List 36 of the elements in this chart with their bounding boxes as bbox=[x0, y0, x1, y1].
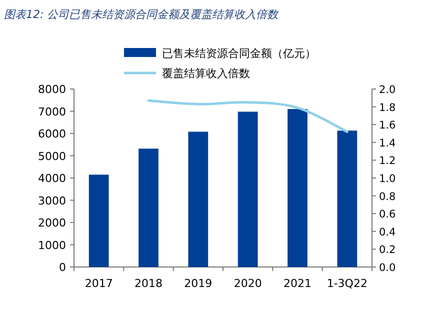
x-tick-label: 1-3Q22 bbox=[326, 277, 368, 290]
y2-tick-label: 1.2 bbox=[379, 155, 396, 168]
y2-tick-label: 1.0 bbox=[379, 173, 396, 185]
x-tick-label: 2021 bbox=[284, 277, 312, 290]
bar bbox=[288, 109, 308, 267]
y-tick-label: 4000 bbox=[38, 172, 66, 185]
y-tick-label: 3000 bbox=[38, 194, 66, 208]
y-tick-label: 5000 bbox=[38, 150, 66, 163]
x-tick-label: 2017 bbox=[84, 277, 113, 290]
bar bbox=[188, 132, 208, 267]
y2-tick-label: 1.4 bbox=[379, 137, 396, 150]
y-tick-label: 7000 bbox=[38, 105, 66, 118]
chart-title: 图表12: 公司已售未结资源合同金额及覆盖结算收入倍数 bbox=[4, 8, 280, 21]
bar bbox=[138, 148, 158, 267]
y2-tick-label: 2.0 bbox=[379, 84, 396, 96]
legend-label: 已售未结资源合同金额（亿元） bbox=[162, 47, 316, 60]
y-tick-label: 0 bbox=[59, 261, 66, 274]
y-tick-label: 1000 bbox=[38, 238, 66, 252]
x-tick-label: 2018 bbox=[134, 277, 162, 290]
y-tick-label: 6000 bbox=[38, 128, 66, 140]
y2-tick-label: 0.4 bbox=[379, 226, 396, 238]
y2-tick-label: 0.2 bbox=[379, 244, 396, 256]
legend-label: 覆盖结算收入倍数 bbox=[162, 67, 250, 80]
y2-tick-label: 1.6 bbox=[379, 120, 396, 132]
y-tick-label: 2000 bbox=[38, 216, 66, 230]
bar bbox=[238, 112, 258, 267]
y2-tick-label: 0.8 bbox=[379, 190, 396, 203]
y2-tick-label: 0.6 bbox=[379, 208, 396, 221]
x-tick-label: 2019 bbox=[184, 277, 212, 290]
bar bbox=[337, 130, 358, 267]
bar bbox=[88, 174, 109, 267]
y2-tick-label: 0.0 bbox=[379, 262, 396, 274]
line-series bbox=[147, 99, 348, 133]
x-tick-label: 2020 bbox=[234, 277, 262, 290]
y2-tick-label: 1.8 bbox=[379, 102, 396, 114]
y-tick-label: 8000 bbox=[38, 83, 66, 96]
